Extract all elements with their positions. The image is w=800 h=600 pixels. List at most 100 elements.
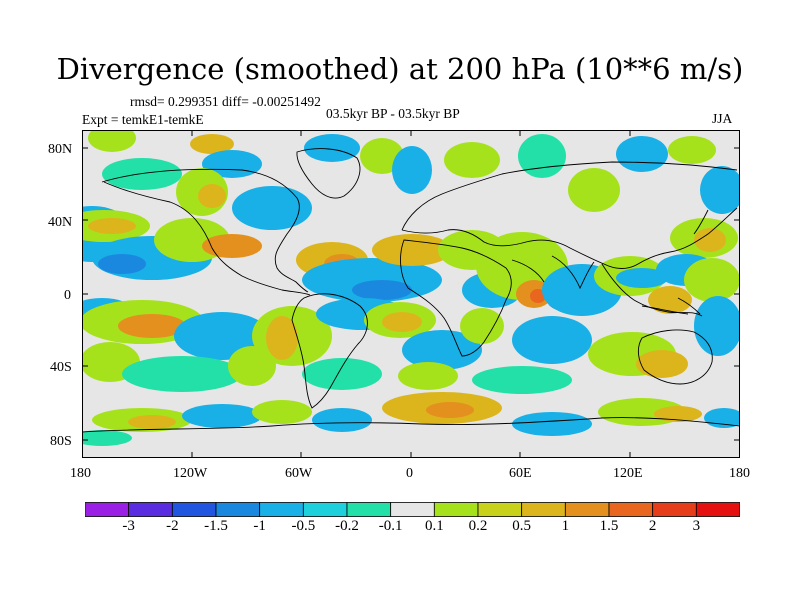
divergence-patch xyxy=(654,406,702,422)
colorbar-label: -2 xyxy=(166,518,179,534)
divergence-patch xyxy=(700,166,740,214)
divergence-patch xyxy=(118,314,186,338)
coast-south-america xyxy=(291,293,368,409)
divergence-patch xyxy=(518,134,566,178)
divergence-patch xyxy=(636,350,688,378)
divergence-patch xyxy=(302,358,382,390)
period-label: 03.5kyr BP - 03.5kyr BP xyxy=(326,106,460,121)
colorbar-box xyxy=(302,502,348,517)
colorbar-box xyxy=(346,502,392,517)
coastlines xyxy=(82,148,740,433)
colorbar-box xyxy=(564,502,610,517)
divergence-patch xyxy=(694,228,726,252)
divergence-patch xyxy=(398,362,458,390)
divergence-patch xyxy=(82,430,132,446)
season-label: JJA xyxy=(712,111,733,126)
colorbar-label: -0.1 xyxy=(378,518,403,534)
divergence-patch xyxy=(616,268,668,288)
colorbar-box xyxy=(652,502,697,517)
divergence-patch xyxy=(128,415,176,429)
map-ticks xyxy=(82,130,740,458)
colorbar-box xyxy=(477,502,523,517)
colorbar-box xyxy=(171,502,217,517)
divergence-patch xyxy=(232,186,312,230)
divergence-patch xyxy=(352,280,412,300)
colorbar-box xyxy=(433,502,479,517)
lat-tick-80n: 80N xyxy=(48,142,73,157)
coast-arabia-india xyxy=(511,255,595,290)
colorbar-box xyxy=(608,502,654,517)
lon-tick-120w: 120W xyxy=(173,466,208,481)
experiment-label: Expt = temkE1-temkE xyxy=(82,112,204,127)
divergence-patch xyxy=(252,400,312,424)
lon-tick-0: 0 xyxy=(406,466,413,481)
divergence-patch xyxy=(616,136,668,172)
divergence-patch xyxy=(512,412,592,436)
divergence-patch xyxy=(472,366,572,394)
divergence-field xyxy=(82,130,740,446)
lat-tick-40s: 40S xyxy=(50,360,72,375)
divergence-patch xyxy=(88,130,136,152)
divergence-patch xyxy=(530,289,546,303)
divergence-patch xyxy=(304,134,360,162)
colorbar-label: 3 xyxy=(692,518,701,534)
divergence-patch xyxy=(694,296,740,356)
divergence-patch xyxy=(382,312,422,332)
coast-greenland xyxy=(296,148,361,199)
divergence-map xyxy=(82,130,740,458)
colorbar-label: 1.5 xyxy=(599,518,619,534)
coast-japan xyxy=(693,209,709,235)
coast-north-america-west xyxy=(103,181,311,296)
lat-tick-80s: 80S xyxy=(50,434,72,449)
lon-tick-180e: 180 xyxy=(729,466,750,481)
chart-title: Divergence (smoothed) at 200 hPa (10**6 … xyxy=(56,52,744,86)
colorbar-label: -0.2 xyxy=(335,518,359,534)
divergence-patch xyxy=(122,356,242,392)
lon-tick-60e: 60E xyxy=(509,466,532,481)
colorbar-label: -1.5 xyxy=(204,518,228,534)
divergence-patch xyxy=(190,134,234,154)
colorbar-label: 0.1 xyxy=(424,518,444,534)
coast-antarctica xyxy=(82,417,740,433)
colorbar-box xyxy=(128,502,173,517)
coast-europe-asia xyxy=(401,161,738,231)
colorbar-box xyxy=(215,502,261,517)
divergence-patch xyxy=(668,136,716,164)
divergence-patch xyxy=(202,234,262,258)
divergence-patch xyxy=(444,142,500,178)
divergence-patch xyxy=(372,234,452,266)
divergence-patch xyxy=(684,258,740,302)
divergence-patch xyxy=(198,184,226,208)
divergence-patch xyxy=(182,404,262,428)
colorbar-label: 2 xyxy=(648,518,657,534)
divergence-patch xyxy=(98,254,146,274)
coast-indonesia xyxy=(641,297,701,315)
lat-tick-40n: 40N xyxy=(48,215,73,230)
coast-north-america xyxy=(101,168,309,293)
colorbar-box xyxy=(695,502,740,517)
divergence-patch xyxy=(460,308,504,344)
lon-tick-180w: 180 xyxy=(70,466,91,481)
lon-tick-60w: 60W xyxy=(285,466,313,481)
lat-tick-0: 0 xyxy=(64,288,71,303)
divergence-patch xyxy=(228,346,276,386)
coast-africa xyxy=(400,239,512,357)
colorbar-box xyxy=(85,502,130,517)
colorbar-label: -0.5 xyxy=(291,518,316,534)
stats-label: rmsd= 0.299351 diff= -0.00251492 xyxy=(130,94,321,109)
divergence-patch xyxy=(402,330,482,370)
colorbar-box xyxy=(390,502,435,517)
colorbar-label: -1 xyxy=(253,518,266,534)
coast-europe-south xyxy=(401,207,738,269)
divergence-patch xyxy=(266,316,298,360)
lon-tick-120e: 120E xyxy=(613,466,643,481)
divergence-patch xyxy=(312,408,372,432)
colorbar-box xyxy=(521,502,566,517)
colorbar-label: 0.2 xyxy=(468,518,488,534)
divergence-patch xyxy=(426,402,474,418)
colorbar-label: -3 xyxy=(122,518,135,534)
divergence-patch xyxy=(88,218,136,234)
divergence-patch xyxy=(392,146,432,194)
divergence-patch xyxy=(648,286,692,314)
colorbar-label: 0.5 xyxy=(512,518,532,534)
